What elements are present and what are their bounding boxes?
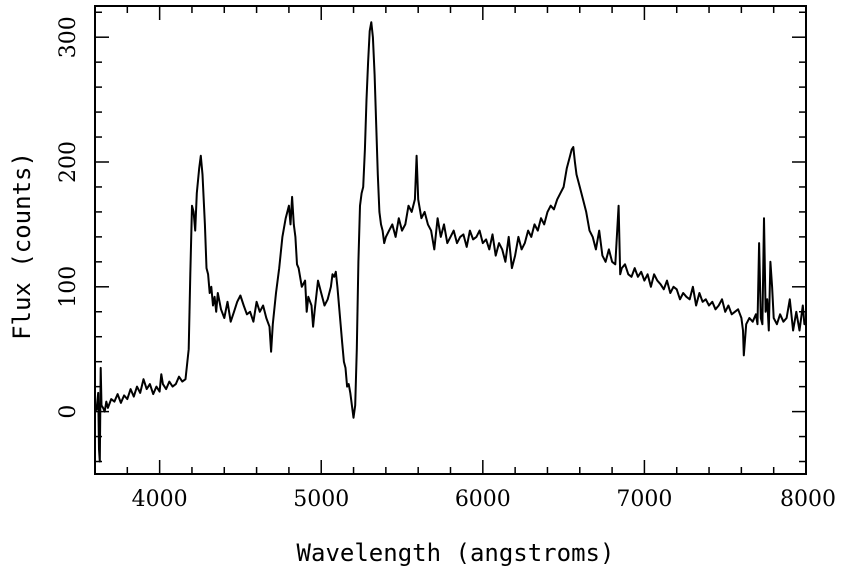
axis-ticks (94, 6, 807, 474)
flux-series-line (94, 21, 807, 463)
y-tick-label: 300 (56, 16, 81, 58)
x-tick-label: 6000 (455, 487, 511, 512)
y-tick-label: 200 (56, 141, 81, 183)
plot-frame (94, 5, 807, 475)
y-tick-label: 0 (56, 405, 81, 419)
y-tick-label: 100 (56, 266, 81, 308)
x-axis-title: Wavelength (angstroms) (297, 539, 615, 567)
x-tick-label: 7000 (616, 487, 672, 512)
x-tick-label: 4000 (132, 487, 188, 512)
x-tick-label: 8000 (780, 487, 836, 512)
y-axis-title: Flux (counts) (8, 152, 36, 340)
x-tick-label: 5000 (293, 487, 349, 512)
tick-labels: 4000 5000 6000 7000 8000 0 100 200 300 (56, 16, 836, 512)
